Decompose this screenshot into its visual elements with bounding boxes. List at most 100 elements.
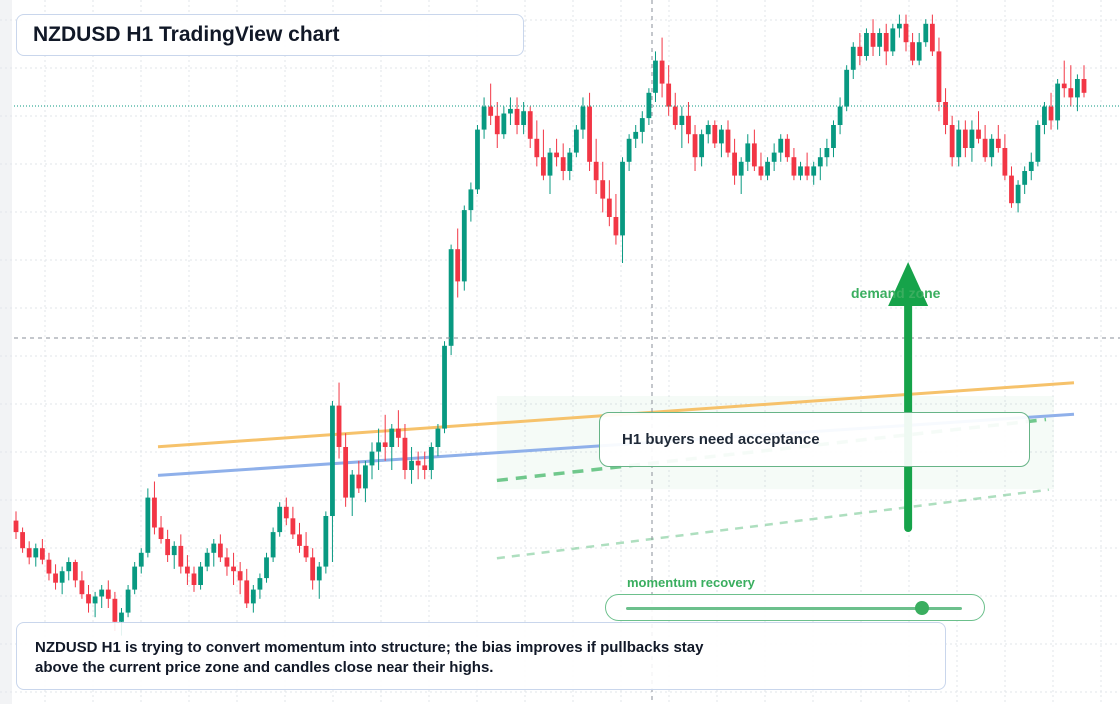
candle-body — [784, 138, 790, 158]
candle-body — [567, 152, 573, 171]
candle-body — [554, 152, 559, 158]
candle-body — [626, 138, 632, 162]
candle-body — [217, 543, 223, 558]
candle-body — [837, 106, 843, 125]
candle-body — [468, 189, 474, 211]
candle-body — [442, 345, 447, 429]
candle-body — [659, 60, 665, 84]
chart-title-box: NZDUSD H1 TradingView chart — [16, 14, 524, 56]
candle-body — [639, 118, 645, 132]
candle-body — [422, 465, 428, 470]
candle-body — [686, 115, 691, 135]
candle-body — [1022, 171, 1028, 185]
candle-body — [211, 543, 217, 553]
candle-body — [224, 557, 230, 567]
candle-body — [92, 596, 98, 604]
candle-body — [1015, 184, 1021, 204]
candle-body — [778, 138, 784, 153]
chart-title: NZDUSD H1 TradingView chart — [33, 23, 340, 46]
candle-body — [270, 532, 276, 558]
candle-body — [508, 108, 513, 114]
candle-body — [198, 566, 203, 585]
candle-body — [877, 33, 883, 47]
candle-body — [527, 111, 533, 139]
candle-body — [395, 428, 401, 438]
candle-body — [738, 161, 744, 176]
momentum-slider[interactable] — [605, 594, 985, 621]
candle-body — [231, 566, 236, 572]
candle-body — [633, 131, 639, 139]
candle-body — [428, 447, 434, 470]
candle-body — [461, 210, 467, 282]
candle-body — [613, 217, 619, 236]
candle-body — [72, 562, 78, 581]
candle-body — [560, 157, 566, 171]
caption-line-1: NZDUSD H1 is trying to convert momentum … — [35, 639, 704, 656]
candle-body — [765, 161, 770, 176]
candle-body — [316, 566, 322, 581]
candle-body — [672, 106, 678, 125]
candle-body — [956, 129, 962, 158]
candle-body — [1042, 106, 1047, 125]
candle-body — [831, 125, 836, 148]
candle-body — [119, 612, 124, 622]
candle-body — [705, 125, 711, 135]
callout-box: H1 buyers need acceptance — [599, 412, 1030, 467]
candle-body — [712, 125, 718, 144]
candle-body — [376, 442, 381, 452]
candle-body — [303, 545, 309, 558]
candle-body — [573, 129, 579, 153]
momentum-slider-knob[interactable] — [914, 601, 929, 615]
candle-body — [112, 598, 118, 622]
candle-body — [145, 497, 151, 553]
candle-body — [330, 405, 335, 516]
candle-body — [1061, 83, 1067, 89]
candle-body — [910, 42, 915, 61]
candle-body — [369, 451, 375, 466]
candle-body — [547, 152, 553, 176]
candle-body — [475, 129, 480, 190]
candle-body — [185, 566, 190, 574]
candle-body — [138, 552, 144, 567]
candle-body — [534, 138, 540, 158]
candle-body — [580, 106, 586, 130]
candle-body — [13, 520, 19, 533]
candle-body — [323, 516, 329, 567]
candle-body — [501, 113, 507, 135]
candle-body — [995, 138, 1001, 148]
momentum-label: momentum recovery — [627, 575, 755, 590]
candle-body — [982, 138, 988, 158]
candle-body — [679, 115, 685, 125]
candle-body — [363, 465, 368, 489]
candle-body — [435, 428, 441, 447]
candle-body — [903, 23, 909, 43]
candle-body — [237, 571, 243, 581]
candle-body — [692, 134, 698, 158]
candle-body — [409, 460, 414, 470]
candle-body — [646, 92, 652, 119]
candle-body — [356, 474, 362, 489]
candle-body — [804, 166, 810, 176]
candle-body — [389, 428, 395, 447]
candle-body — [86, 594, 91, 604]
candle-body — [864, 33, 869, 56]
candle-body — [349, 474, 355, 498]
candle-body — [758, 166, 764, 176]
candle-body — [297, 534, 302, 546]
candle-body — [158, 527, 164, 539]
caption-line-2: above the current price zone and candles… — [35, 659, 494, 676]
candle-body — [415, 460, 421, 466]
candle-body — [514, 108, 520, 125]
candle-body — [132, 566, 138, 590]
candle-body — [1068, 88, 1074, 98]
candle-body — [125, 589, 131, 613]
candle-body — [336, 405, 342, 447]
candle-body — [666, 83, 672, 107]
candle-body — [850, 46, 856, 70]
candle-body — [26, 548, 32, 558]
candle-body — [699, 134, 705, 158]
candle-body — [857, 46, 863, 56]
candle-body — [105, 589, 111, 599]
candle-body — [600, 180, 606, 199]
candle-body — [949, 125, 955, 158]
